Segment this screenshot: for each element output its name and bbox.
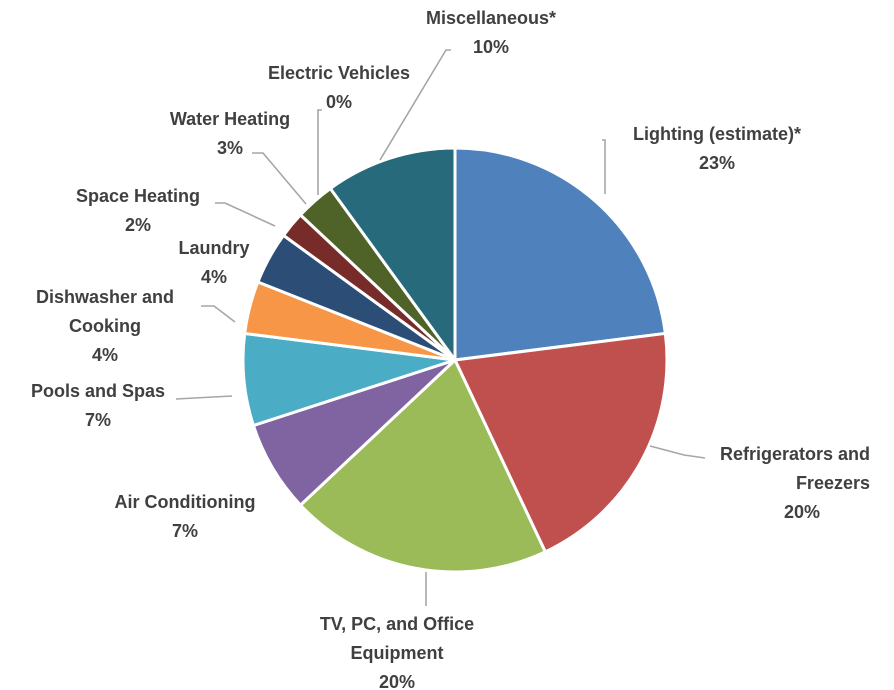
slice-label-line: Cooking <box>69 316 141 336</box>
slice-label-line: Equipment <box>351 643 444 663</box>
slice-percentage: 20% <box>784 502 820 522</box>
data-label-dishwasher-and-cooking: Dishwasher and Cooking 4% <box>36 287 174 365</box>
data-label-tv-pc-and-office-equipment: TV, PC, and Office Equipment 20% <box>320 614 474 690</box>
slice-label-line: Lighting (estimate)* <box>633 124 801 144</box>
leader-line-space-heating <box>215 202 276 227</box>
data-label-electric-vehicles: Electric Vehicles 0% <box>268 63 410 112</box>
leader-line-lighting-estimate <box>602 139 606 194</box>
data-label-refrigerators-and-freezers: Refrigerators and Freezers 20% <box>720 444 870 522</box>
slice-label-line: Air Conditioning <box>115 492 256 512</box>
data-label-air-conditioning: Air Conditioning 7% <box>115 492 256 541</box>
slice-percentage: 10% <box>473 37 509 57</box>
slice-percentage: 20% <box>379 672 415 690</box>
leader-line-dishwasher-and-cooking <box>201 305 236 323</box>
slice-label-line: Electric Vehicles <box>268 63 410 83</box>
pie-slice-tv-pc-and-office-equipment <box>298 357 548 574</box>
slice-percentage: 7% <box>85 410 111 430</box>
slice-percentage: 3% <box>217 138 243 158</box>
slice-label-line: Water Heating <box>170 109 290 129</box>
pie-slice-lighting-estimate <box>453 146 668 362</box>
leader-line-pools-and-spas <box>175 395 233 400</box>
leader-line-electric-vehicles <box>317 109 322 195</box>
leader-line-water-heating <box>252 152 307 205</box>
data-label-miscellaneous: Miscellaneous* 10% <box>426 8 556 57</box>
slice-percentage: 4% <box>92 345 118 365</box>
slice-label-line: Space Heating <box>76 186 200 206</box>
leader-line-miscellaneous <box>379 49 451 161</box>
slice-percentage: 2% <box>125 215 151 235</box>
slice-label-line: Laundry <box>178 238 249 258</box>
data-label-space-heating: Space Heating 2% <box>76 186 200 235</box>
slice-percentage: 23% <box>699 153 735 173</box>
pie-slice-miscellaneous <box>328 146 457 365</box>
slice-percentage: 0% <box>326 92 352 112</box>
slice-label-line: TV, PC, and Office <box>320 614 474 634</box>
data-label-laundry: Laundry 4% <box>178 238 249 287</box>
data-label-pools-and-spas: Pools and Spas 7% <box>31 381 165 430</box>
pie-slice-refrigerators-and-freezers <box>452 331 669 554</box>
slice-label-line: Dishwasher and <box>36 287 174 307</box>
slice-label-line: Refrigerators and <box>720 444 870 464</box>
data-label-water-heating: Water Heating 3% <box>170 109 290 158</box>
slice-label-line: Freezers <box>796 473 870 493</box>
labels-layer: Lighting (estimate)* 23% Refrigerators and… <box>31 8 870 690</box>
slice-percentage: 7% <box>172 521 198 541</box>
slices-layer <box>241 146 669 574</box>
slice-label-line: Miscellaneous* <box>426 8 556 28</box>
leader-lines-layer <box>175 49 706 606</box>
leader-line-refrigerators-and-freezers <box>649 445 706 459</box>
slice-percentage: 4% <box>201 267 227 287</box>
slice-label-line: Pools and Spas <box>31 381 165 401</box>
data-label-lighting-estimate: Lighting (estimate)* 23% <box>633 124 801 173</box>
